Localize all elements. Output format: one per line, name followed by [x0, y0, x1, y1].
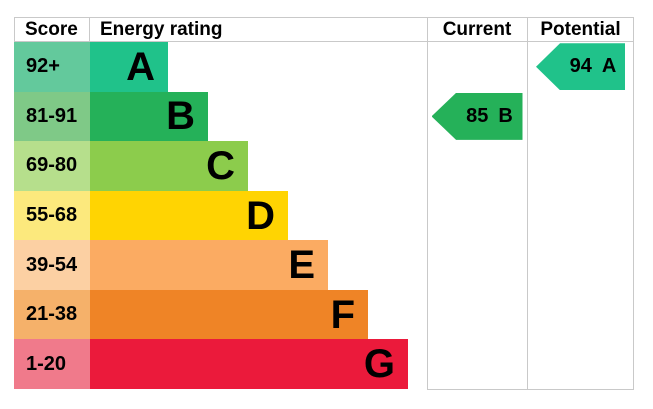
header-left-border	[14, 17, 15, 41]
score-range-cell: 55-68	[14, 190, 90, 241]
energy-band-bar: C	[90, 141, 248, 191]
energy-band-letter: E	[288, 243, 315, 288]
energy-bands: 92+ A 81-91 B 69-80 C 55-68 D 39-54	[14, 42, 427, 390]
band-row: 21-38 F	[14, 289, 427, 340]
band-row: 55-68 D	[14, 190, 427, 241]
energy-band-letter: D	[246, 193, 275, 238]
header-divider	[14, 41, 634, 42]
band-row: 81-91 B	[14, 91, 427, 142]
band-row: 39-54 E	[14, 240, 427, 290]
score-range-cell: 39-54	[14, 240, 90, 290]
energy-band-bar: G	[90, 339, 408, 390]
score-range-label: 92+	[26, 55, 60, 78]
table-right-border	[633, 17, 634, 390]
score-range-cell: 69-80	[14, 141, 90, 191]
potential-rating-arrow: 94 A	[536, 43, 625, 91]
energy-band-letter: F	[330, 292, 355, 337]
band-row: 1-20 G	[14, 339, 427, 390]
score-range-cell: 1-20	[14, 339, 90, 390]
energy-band-bar: F	[90, 289, 368, 340]
potential-column-divider	[527, 17, 528, 390]
current-rating-band: B	[498, 104, 513, 127]
energy-band-bar: D	[90, 190, 288, 241]
current-column-header: Current	[442, 19, 512, 40]
score-range-label: 81-91	[26, 104, 78, 127]
table-top-border	[14, 17, 634, 18]
score-column-divider	[89, 17, 90, 41]
score-range-cell: 81-91	[14, 91, 90, 142]
energy-band-letter: A	[126, 44, 155, 89]
energy-rating-column-header: Energy rating	[100, 19, 223, 40]
potential-rating-band: A	[601, 55, 617, 78]
current-column-divider	[427, 17, 428, 390]
score-range-label: 1-20	[26, 352, 67, 375]
score-range-cell: 92+	[14, 42, 90, 92]
score-range-label: 39-54	[26, 253, 78, 276]
epc-table: Score Energy rating Current Potential 92…	[14, 17, 634, 390]
potential-column-header: Potential	[540, 19, 621, 40]
current-rating-value: 85	[466, 104, 489, 127]
energy-band-bar: E	[90, 240, 328, 290]
score-range-label: 69-80	[26, 154, 78, 177]
energy-band-bar: A	[90, 42, 168, 92]
energy-band-bar: B	[90, 91, 208, 142]
score-range-cell: 21-38	[14, 289, 90, 340]
score-column-header: Score	[25, 19, 78, 40]
table-bottom-border	[427, 389, 634, 390]
potential-rating-value: 94	[569, 55, 592, 78]
score-range-label: 55-68	[26, 204, 78, 227]
band-row: 69-80 C	[14, 141, 427, 191]
energy-band-letter: G	[363, 342, 395, 387]
energy-band-letter: C	[206, 143, 235, 188]
energy-band-letter: B	[166, 94, 195, 139]
score-range-label: 21-38	[26, 303, 78, 326]
current-rating-arrow: 85 B	[431, 92, 523, 140]
band-row: 92+ A	[14, 42, 427, 92]
